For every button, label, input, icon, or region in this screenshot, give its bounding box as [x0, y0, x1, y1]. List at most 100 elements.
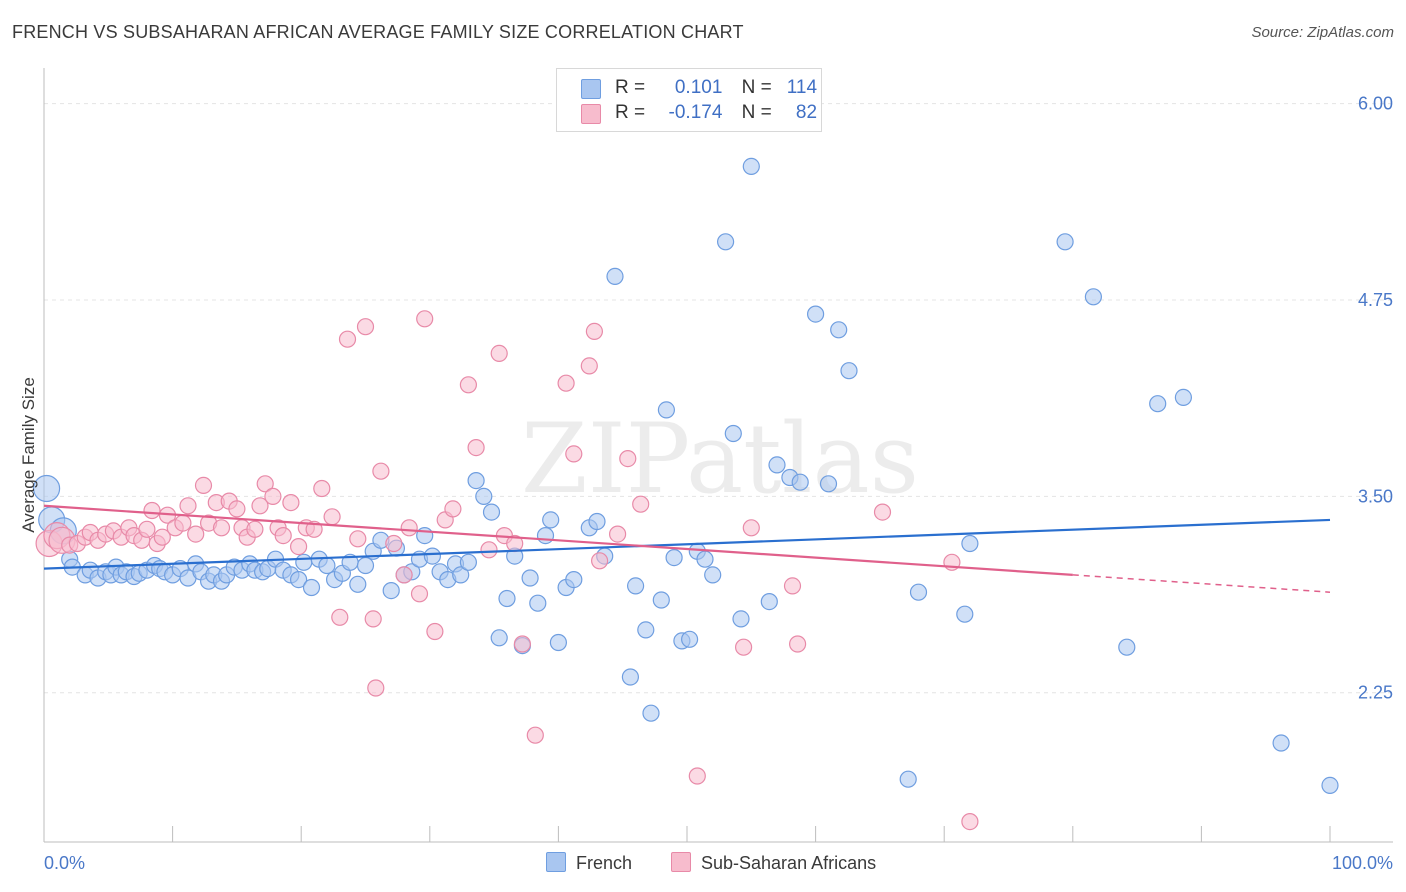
subsaharan-point — [444, 500, 462, 518]
french-point — [956, 605, 974, 623]
subsaharan-point — [356, 318, 375, 336]
subsaharan-point — [585, 322, 604, 340]
subsaharan-point — [153, 528, 171, 546]
subsaharan-trend-extension — [1072, 574, 1331, 593]
subsaharan-point — [174, 514, 192, 532]
subsaharan-point — [138, 520, 156, 538]
french-point — [1272, 734, 1290, 752]
subsaharan-point — [608, 525, 627, 543]
subsaharan-point — [580, 357, 598, 375]
french-point — [899, 770, 917, 788]
subsaharan-point — [742, 519, 760, 537]
subsaharan-point — [251, 497, 269, 515]
subsaharan-point — [526, 726, 544, 744]
bottom-legend-label-subsaharan: Sub-Saharan Africans — [701, 853, 877, 873]
french-point — [819, 475, 838, 493]
french-trend-line — [43, 518, 1331, 570]
chart-title: FRENCH VS SUBSAHARAN AFRICAN AVERAGE FAM… — [12, 22, 744, 42]
subsaharan-point — [385, 534, 403, 553]
subsaharan-point — [367, 679, 385, 697]
subsaharan-point — [783, 577, 802, 595]
french-point — [1321, 776, 1339, 795]
subsaharan-point — [557, 374, 575, 392]
y-tick-label: 2.25 — [1358, 683, 1393, 703]
legend-r-label: R = — [615, 102, 646, 123]
x-tick-label-max: 100.0% — [1332, 853, 1393, 873]
french-point — [459, 553, 477, 571]
french-point — [467, 472, 485, 490]
legend-r-value: -0.174 — [668, 102, 723, 123]
french-point — [621, 668, 640, 686]
french-point — [760, 592, 778, 611]
french-point — [32, 474, 61, 503]
french-point — [830, 321, 848, 339]
legend-n-value: 114 — [786, 77, 818, 98]
bottom-legend-label-french: French — [576, 853, 633, 873]
french-point — [961, 534, 979, 553]
subsaharan-point — [632, 495, 650, 513]
french-point — [356, 556, 375, 575]
french-point — [565, 570, 583, 589]
x-tick-label-min: 0.0% — [44, 853, 85, 873]
french-point — [318, 556, 336, 575]
french-point — [382, 581, 400, 600]
french-point — [290, 570, 308, 589]
french-point — [295, 553, 313, 571]
legend-swatch-french — [581, 79, 601, 99]
french-point — [909, 583, 928, 601]
subsaharan-point — [282, 494, 300, 512]
subsaharan-point — [194, 476, 213, 494]
bottom-legend-swatch-french — [546, 852, 566, 872]
subsaharan-point — [364, 610, 382, 628]
french-point — [1084, 288, 1103, 306]
trend-lines — [43, 504, 1331, 593]
subsaharan-point — [619, 450, 637, 468]
french-point — [606, 267, 624, 285]
y-tick-label: 3.50 — [1358, 486, 1393, 506]
subsaharan-point — [246, 520, 264, 538]
subsaharan-point — [179, 497, 197, 515]
bottom-legend-subsaharan: Sub-Saharan Africans — [671, 852, 876, 874]
subsaharan-point — [338, 330, 357, 348]
subsaharan-point — [143, 501, 161, 520]
subsaharan-point — [400, 519, 418, 537]
subsaharan-point — [256, 475, 274, 493]
french-point — [742, 157, 760, 175]
subsaharan-point — [688, 767, 706, 785]
french-point — [637, 621, 655, 639]
french-point — [1118, 638, 1136, 656]
legend-n-value: 82 — [795, 102, 818, 123]
subsaharan-point — [467, 439, 485, 457]
subsaharan-point — [228, 500, 246, 518]
subsaharan-point — [410, 585, 429, 603]
french-point — [791, 473, 809, 491]
subsaharan-point — [565, 445, 583, 463]
y-axis-title: Average Family Size — [19, 377, 38, 533]
subsaharan-point — [323, 508, 341, 526]
subsaharan-point — [513, 635, 532, 653]
subsaharan-point — [264, 487, 282, 505]
french-point — [806, 305, 825, 323]
french-point — [482, 503, 501, 521]
stats-legend: R = 0.101 N = 114 R = -0.174 N = 82 — [556, 68, 822, 132]
y-tick-label: 4.75 — [1358, 290, 1393, 310]
subsaharan-point — [313, 479, 331, 498]
french-point — [1174, 388, 1193, 406]
french-point — [588, 512, 606, 531]
y-tick-label: 6.00 — [1358, 94, 1393, 114]
subsaharan-points — [35, 310, 979, 831]
french-point — [1149, 395, 1167, 413]
subsaharan-point — [187, 525, 205, 543]
french-point — [1056, 233, 1074, 251]
subsaharan-point — [290, 537, 308, 556]
subsaharan-point — [426, 622, 444, 641]
french-point — [626, 577, 645, 595]
french-point — [529, 594, 547, 612]
french-point — [704, 566, 722, 584]
french-point — [302, 578, 321, 597]
subsaharan-point — [212, 519, 231, 537]
french-point — [475, 487, 493, 505]
french-point — [680, 630, 699, 648]
french-point — [696, 550, 714, 568]
subsaharan-point — [490, 344, 508, 362]
